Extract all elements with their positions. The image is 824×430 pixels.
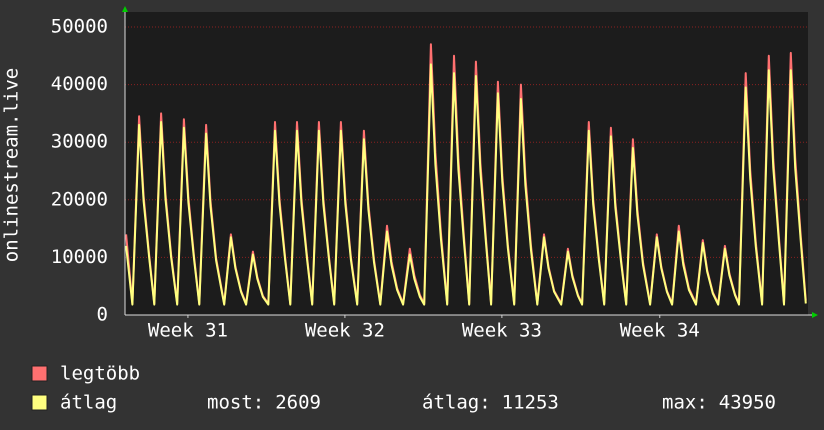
axis-arrow [122, 6, 128, 12]
stat-value: 2609 [275, 392, 321, 414]
series-line [125, 63, 807, 306]
y-tick-label: 30000 [51, 131, 108, 153]
x-tick-label: Week 31 [148, 320, 228, 342]
x-tick-label: Week 34 [620, 320, 700, 342]
legend-label: legtöbb [60, 363, 140, 385]
legend-swatch [31, 394, 48, 411]
stat-value: 43950 [719, 392, 776, 414]
x-tick-label: Week 33 [462, 320, 542, 342]
stat-label: max: [662, 392, 708, 414]
y-tick-label: 40000 [51, 73, 108, 95]
y-tick-label: 10000 [51, 246, 108, 268]
y-tick-label: 0 [97, 304, 108, 326]
stat-label: átlag: [422, 392, 491, 414]
legend-label: átlag [60, 392, 117, 414]
y-axis-label: onlinestream.live [1, 68, 23, 262]
y-tick-label: 50000 [51, 16, 108, 38]
stat-label: most: [207, 392, 264, 414]
x-tick-label: Week 32 [305, 320, 385, 342]
axis-arrow [812, 312, 818, 318]
legend-swatch [31, 365, 48, 382]
y-tick-label: 20000 [51, 188, 108, 210]
stat-value: 11253 [502, 392, 559, 414]
